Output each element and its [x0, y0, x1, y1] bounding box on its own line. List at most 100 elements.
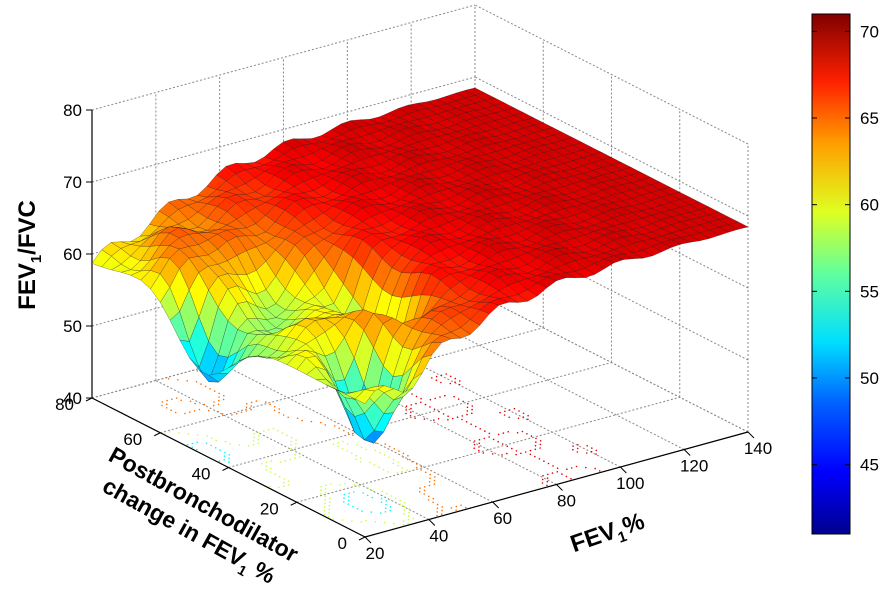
contour-point [521, 430, 524, 433]
contour-point [458, 383, 461, 386]
contour-point [402, 523, 405, 526]
contour-point [380, 501, 383, 504]
contour-point [402, 452, 405, 455]
contour-point [428, 495, 430, 498]
contour-point [541, 478, 544, 481]
colorbar-tick-label: 70 [860, 22, 879, 41]
contour-point [278, 486, 280, 489]
contour-point [324, 502, 326, 505]
contour-point [474, 425, 477, 428]
contour-point [175, 397, 178, 399]
x-label-main: FEV [567, 517, 620, 558]
contour-point [203, 403, 206, 406]
contour-point [447, 415, 449, 418]
contour-point [412, 517, 415, 520]
contour-point [522, 416, 525, 418]
contour-point [409, 415, 412, 417]
svg-text:FEV1%: FEV1% [567, 508, 649, 562]
contour-point [341, 519, 344, 521]
contour-point [556, 467, 559, 470]
contour-point [369, 461, 371, 464]
contour-point [365, 519, 367, 522]
contour-point [375, 442, 377, 444]
contour-point [424, 471, 427, 474]
contour-point [436, 503, 439, 506]
contour-point [572, 448, 574, 451]
contour-point [296, 417, 299, 420]
contour-point [393, 522, 395, 525]
contour-point [294, 446, 297, 449]
contour-point [529, 453, 532, 456]
contour-point [171, 398, 173, 401]
contour-point [524, 451, 527, 453]
contour-point [385, 492, 388, 495]
contour-point [351, 520, 353, 522]
contour-point [403, 505, 406, 508]
contour-point [453, 395, 455, 398]
z-label-rest: /FVC [14, 200, 41, 255]
z-label-sub: 1 [28, 255, 45, 263]
contour-point [392, 458, 395, 461]
contour-point [325, 484, 327, 487]
contour-point [570, 467, 573, 469]
contour-point [591, 447, 593, 449]
contour-point [324, 491, 327, 494]
contour-point [218, 392, 220, 395]
contour-point [283, 478, 286, 480]
contour-point [466, 406, 469, 409]
contour-point [223, 458, 226, 461]
contour-point [546, 477, 549, 479]
contour-point [328, 505, 331, 507]
contour-point [258, 435, 260, 437]
contour-point [522, 412, 525, 415]
grid-line [155, 380, 430, 520]
contour-point [320, 493, 322, 495]
contour-point [294, 450, 297, 452]
contour-point [484, 430, 486, 432]
colorbar-tick-label: 65 [860, 109, 879, 128]
contour-point [408, 511, 410, 514]
contour-point [411, 393, 413, 395]
contour-point [572, 445, 574, 447]
contour-point [167, 378, 170, 380]
contour-point [454, 381, 456, 384]
contour-point [418, 490, 421, 493]
contour-point [274, 473, 276, 476]
contour-point [441, 509, 443, 512]
contour-point [383, 521, 386, 524]
contour-point [196, 370, 198, 372]
contour-point [595, 453, 597, 455]
contour-point [205, 442, 208, 445]
contour-point [436, 514, 438, 517]
contour-point [323, 509, 326, 512]
contour-point [358, 486, 360, 488]
contour-point [324, 424, 327, 426]
contour-point [585, 466, 587, 469]
contour-point [435, 375, 438, 378]
contour-point [401, 467, 404, 469]
z-tick-label: 60 [63, 245, 82, 264]
contour-point [405, 412, 407, 415]
colorbar-gradient [811, 13, 851, 535]
contour-point [393, 448, 396, 450]
contour-point [471, 412, 473, 415]
colorbar-tick-label: 45 [860, 456, 879, 475]
contour-point [320, 485, 323, 488]
colorbar: 45 50 55 60 65 70 [811, 13, 879, 535]
contour-point [272, 427, 275, 430]
contour-point [370, 511, 373, 513]
contour-point [332, 443, 335, 445]
contour-point [355, 458, 357, 461]
contour-point [429, 406, 431, 408]
contour-point [464, 506, 467, 509]
contour-point [269, 403, 272, 406]
contour-point [385, 503, 387, 506]
grid-line [474, 292, 749, 433]
contour-point [228, 454, 231, 456]
contour-point [497, 433, 500, 436]
contour-point [290, 444, 292, 446]
contour-point [374, 449, 377, 452]
contour-point [455, 509, 457, 512]
contour-point [388, 445, 391, 448]
contour-point [570, 477, 572, 480]
